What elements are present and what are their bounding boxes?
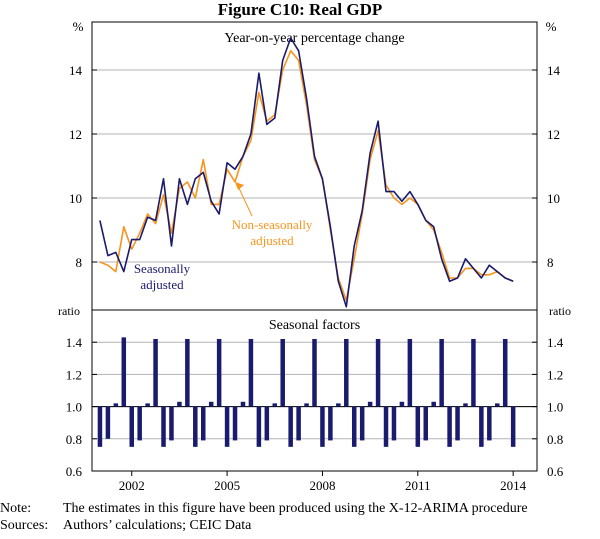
- sources-label: Sources:: [0, 518, 49, 533]
- bottom-panel-subtitle: Seasonal factors: [269, 318, 360, 333]
- sa-annotation-line1: Seasonally: [134, 261, 191, 276]
- top-left-tick-label: 14: [69, 63, 83, 78]
- bottom-right-tick-label: 1.0: [547, 400, 563, 415]
- seasonal-factor-bar: [328, 406, 333, 441]
- note-label: Note:: [0, 501, 32, 516]
- seasonal-factor-bar: [280, 338, 285, 407]
- seasonal-factor-bar: [320, 406, 325, 447]
- bottom-left-unit-label: ratio: [58, 304, 80, 318]
- bottom-left-tick-label: 1.2: [66, 367, 82, 382]
- non-sa-annotation-arrow: [237, 185, 253, 217]
- top-right-tick-label: 10: [547, 191, 560, 206]
- bottom-right-tick-label: 1.2: [547, 367, 563, 382]
- non-sa-annotation-line2: adjusted: [250, 233, 294, 248]
- bottom-right-tick-label: 0.6: [547, 464, 564, 479]
- seasonal-factor-bar: [161, 406, 166, 447]
- top-left-tick-label: 8: [76, 255, 83, 270]
- seasonally-adjusted-line: [99, 37, 514, 308]
- seasonal-factor-bar: [169, 406, 174, 441]
- note-text: The estimates in this figure have been p…: [63, 501, 528, 516]
- seasonal-factor-bar: [304, 403, 309, 407]
- seasonal-factor-bar: [399, 401, 405, 407]
- sources-line: Sources: Authors’ calculations; CEIC Data: [0, 518, 251, 534]
- bottom-left-tick-label: 1.0: [66, 400, 82, 415]
- seasonal-factor-bar: [137, 406, 142, 441]
- seasonal-factor-bar: [487, 406, 492, 441]
- seasonal-factor-bar: [495, 403, 500, 407]
- seasonal-factor-bar: [510, 406, 516, 447]
- top-left-unit-label: %: [73, 19, 84, 34]
- seasonal-factor-bar: [431, 401, 436, 407]
- seasonal-factor-bar: [312, 338, 317, 407]
- seasonal-factor-bar: [439, 338, 444, 407]
- seasonal-factor-bar: [129, 406, 134, 447]
- top-panel-subtitle: Year-on-year percentage change: [224, 31, 404, 46]
- seasonal-factor-bar: [272, 403, 278, 407]
- seasonal-factor-bar: [336, 403, 341, 407]
- seasonal-factor-bar: [193, 406, 198, 447]
- seasonal-factor-bar: [256, 406, 262, 447]
- seasonal-factor-bar: [471, 338, 476, 407]
- x-axis-tick-label: 2014: [500, 478, 527, 493]
- non-sa-arrowhead: [235, 182, 245, 190]
- seasonal-factor-bar: [455, 406, 460, 441]
- seasonal-factor-bar: [208, 401, 214, 407]
- seasonal-factor-bar: [502, 338, 508, 407]
- top-right-tick-label: 12: [547, 127, 560, 142]
- seasonal-factor-bar: [113, 403, 119, 407]
- seasonal-factor-bar: [288, 406, 293, 447]
- seasonal-factor-bar: [296, 406, 301, 441]
- seasonal-factor-bar: [201, 406, 206, 441]
- top-right-tick-label: 8: [547, 255, 554, 270]
- x-axis-tick-label: 2011: [405, 478, 431, 493]
- seasonal-factor-bar: [145, 403, 150, 407]
- sa-annotation-line2: adjusted: [140, 277, 184, 292]
- x-axis-tick-label: 2005: [214, 478, 240, 493]
- seasonal-factor-bar: [351, 406, 357, 447]
- seasonal-factor-bar: [177, 401, 182, 407]
- seasonal-factor-bar: [153, 338, 158, 407]
- seasonal-factor-bar: [463, 403, 468, 407]
- bottom-right-tick-label: 1.4: [547, 335, 564, 350]
- seasonal-factor-bar: [121, 337, 127, 407]
- seasonal-factor-bar: [375, 338, 381, 407]
- top-left-tick-label: 12: [69, 127, 82, 142]
- bottom-panel-frame: [91, 309, 538, 472]
- bottom-left-tick-label: 1.4: [66, 335, 83, 350]
- x-axis-tick-label: 2002: [119, 478, 145, 493]
- seasonal-factor-bar: [185, 338, 190, 407]
- seasonal-factor-bar: [367, 401, 373, 407]
- sources-text: Authors’ calculations; CEIC Data: [63, 518, 252, 533]
- seasonal-factor-bar: [264, 406, 270, 441]
- seasonal-factor-bar: [97, 406, 103, 447]
- seasonal-factor-bar: [344, 338, 349, 407]
- bottom-left-tick-label: 0.6: [66, 464, 83, 479]
- seasonal-factor-bar: [224, 406, 230, 447]
- note-line: Note: The estimates in this figure have b…: [0, 501, 528, 517]
- seasonal-factor-bar: [479, 406, 484, 447]
- top-right-unit-label: %: [546, 19, 557, 34]
- bottom-right-tick-label: 0.8: [547, 432, 563, 447]
- bottom-left-tick-label: 0.8: [66, 432, 82, 447]
- seasonal-factor-bar: [216, 338, 222, 407]
- seasonal-factor-bar: [359, 406, 365, 441]
- seasonal-factor-bar: [232, 406, 238, 441]
- top-right-tick-label: 14: [547, 63, 561, 78]
- seasonal-factor-bar: [407, 338, 413, 407]
- top-left-tick-label: 10: [69, 191, 82, 206]
- seasonal-factor-bar: [423, 406, 428, 441]
- seasonal-factor-bar: [383, 406, 389, 447]
- non-sa-annotation-line1: Non-seasonally: [232, 217, 313, 232]
- seasonal-factor-bar: [391, 406, 397, 441]
- figure-title: Figure C10: Real GDP: [217, 0, 383, 19]
- seasonal-factor-bar: [248, 338, 254, 407]
- seasonal-factor-bar: [240, 401, 246, 407]
- x-axis-tick-label: 2008: [309, 478, 335, 493]
- seasonal-factor-bar: [415, 406, 421, 447]
- seasonal-factor-bar: [447, 406, 452, 447]
- seasonal-factor-bar: [105, 406, 111, 439]
- bottom-right-unit-label: ratio: [549, 304, 571, 318]
